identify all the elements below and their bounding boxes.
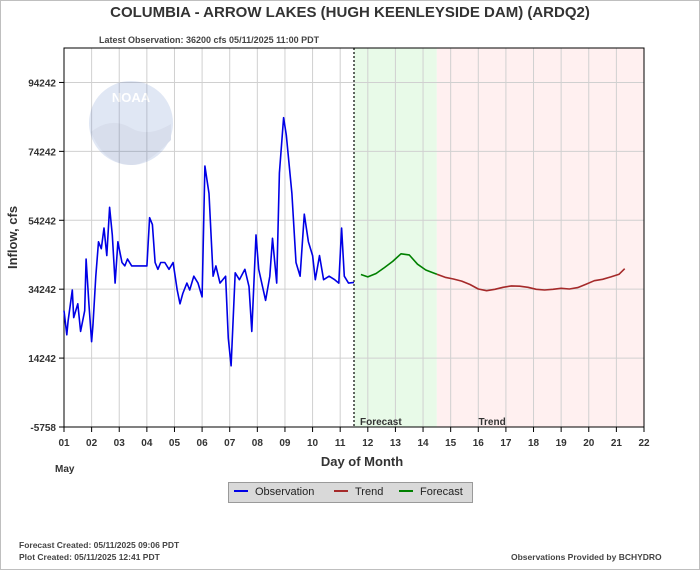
- x-tick-label: 08: [252, 438, 264, 449]
- x-tick-label: 21: [611, 438, 623, 449]
- x-tick-label: 20: [583, 438, 595, 449]
- plot-created: Plot Created: 05/11/2025 12:41 PDT: [19, 552, 160, 562]
- series-line-observation: [63, 116, 355, 367]
- y-tick-label: 74242: [28, 147, 56, 158]
- x-tick-label: 18: [528, 438, 540, 449]
- x-tick-label: 13: [390, 438, 402, 449]
- y-tick-label: 14242: [28, 354, 56, 365]
- x-tick-label: 04: [141, 438, 153, 449]
- x-tick-label: 10: [307, 438, 319, 449]
- y-tick-label: 54242: [28, 216, 56, 227]
- legend-label-observation: Observation: [255, 486, 315, 498]
- trend-region: [436, 48, 644, 427]
- series-line-forecast: [360, 253, 438, 278]
- y-tick-label: 94242: [28, 78, 56, 89]
- data-provider: Observations Provided by BCHYDRO: [511, 552, 662, 562]
- svg-text:NOAA: NOAA: [112, 90, 151, 105]
- legend-swatch-observation: [234, 490, 248, 493]
- x-tick-label: 16: [473, 438, 485, 449]
- forecast-region-label: Forecast: [360, 417, 402, 428]
- x-tick-label: 02: [86, 438, 98, 449]
- legend-item-trend: Trend: [334, 486, 383, 498]
- x-tick-label: 01: [58, 438, 70, 449]
- month-label: May: [55, 464, 75, 475]
- x-tick-label: 07: [224, 438, 236, 449]
- x-tick-label: 03: [114, 438, 126, 449]
- legend-swatch-forecast: [399, 490, 413, 493]
- x-tick-label: 06: [197, 438, 209, 449]
- legend-label-trend: Trend: [355, 486, 384, 498]
- x-tick-label: 17: [500, 438, 512, 449]
- y-axis-label: Inflow, cfs: [5, 206, 20, 269]
- chart-title: COLUMBIA - ARROW LAKES (HUGH KEENLEYSIDE…: [110, 4, 590, 21]
- forecast-created: Forecast Created: 05/11/2025 09:06 PDT: [19, 540, 180, 550]
- trend-region-label: Trend: [478, 417, 505, 428]
- x-tick-label: 15: [445, 438, 457, 449]
- series-line-trend: [436, 268, 626, 292]
- x-tick-label: 19: [556, 438, 568, 449]
- legend-item-forecast: Forecast: [399, 486, 463, 498]
- x-axis-label: Day of Month: [321, 454, 403, 469]
- legend-swatch-trend: [334, 490, 348, 493]
- y-tick-label: -5758: [30, 423, 56, 434]
- x-tick-label: 12: [362, 438, 374, 449]
- legend-item-observation: Observation: [234, 486, 314, 498]
- x-tick-label: 09: [279, 438, 291, 449]
- x-tick-label: 11: [335, 438, 346, 449]
- y-tick-label: 34242: [28, 285, 56, 296]
- x-tick-label: 05: [169, 438, 181, 449]
- latest-observation: Latest Observation: 36200 cfs 05/11/2025…: [99, 35, 320, 45]
- x-tick-label: 14: [417, 438, 429, 449]
- chart-legend: Observation Trend Forecast: [228, 482, 473, 503]
- x-tick-label: 22: [638, 438, 650, 449]
- legend-label-forecast: Forecast: [420, 486, 463, 498]
- noaa-logo-watermark: NOAA: [86, 80, 176, 166]
